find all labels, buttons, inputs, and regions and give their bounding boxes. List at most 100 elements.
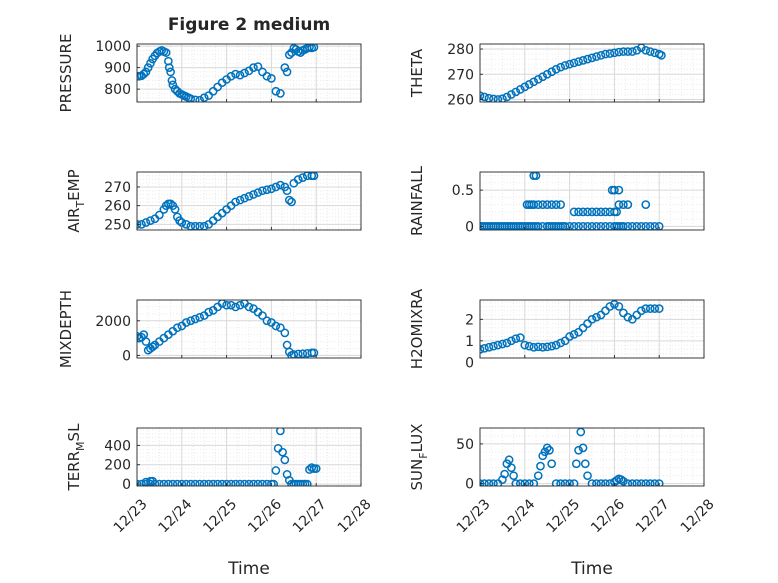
data-series: [137, 172, 319, 230]
y-axis-label: AIRTEMP: [65, 169, 87, 232]
data-point: [166, 67, 175, 77]
data-point: [538, 200, 548, 209]
data-point: [569, 58, 579, 68]
data-point: [231, 479, 240, 486]
data-point: [293, 175, 303, 184]
data-point: [489, 94, 498, 102]
data-point: [168, 479, 178, 486]
data-point: [143, 63, 153, 72]
data-point: [222, 479, 231, 486]
data-point: [551, 479, 561, 486]
data-point: [168, 80, 178, 90]
data-point: [616, 475, 626, 484]
data-point: [204, 307, 214, 317]
data-point: [596, 479, 606, 486]
y-axis-label: MIXDEPTH: [57, 290, 75, 368]
data-point: [601, 207, 610, 217]
data-point: [282, 67, 292, 77]
data-point: [267, 184, 276, 194]
y-tick-label: 0: [465, 355, 474, 371]
data-point: [587, 314, 597, 324]
data-point: [493, 340, 503, 350]
data-point: [170, 84, 180, 94]
y-tick-label: 2000: [95, 314, 131, 330]
data-point: [181, 220, 191, 229]
data-point: [627, 47, 637, 56]
data-point: [511, 334, 521, 344]
data-point: [311, 464, 321, 473]
data-point: [578, 207, 588, 217]
data-point: [507, 90, 516, 99]
data-point: [190, 95, 200, 102]
data-point: [511, 479, 521, 486]
data-point: [574, 207, 583, 217]
data-point: [278, 447, 287, 457]
data-point: [146, 58, 155, 68]
data-point: [654, 479, 664, 486]
data-point: [542, 69, 552, 79]
data-point: [560, 336, 570, 346]
data-point: [596, 50, 606, 60]
axes-frame: [479, 43, 705, 103]
data-point: [547, 341, 557, 351]
data-point: [650, 304, 660, 313]
data-point: [213, 479, 222, 486]
data-point: [271, 182, 281, 192]
data-point: [587, 207, 597, 217]
data-point: [284, 195, 294, 205]
axes-frame: [136, 43, 362, 103]
data-point: [571, 459, 581, 469]
data-point: [583, 54, 592, 64]
data-point: [551, 64, 561, 74]
data-point: [231, 302, 240, 312]
data-point: [137, 479, 142, 486]
data-point: [636, 479, 646, 486]
data-point: [195, 95, 205, 102]
data-point: [569, 330, 579, 339]
data-point: [565, 332, 574, 341]
y-tick-label: 280: [447, 42, 474, 58]
data-series: [480, 428, 664, 486]
x-tick-label: 12/27: [633, 496, 673, 536]
data-point: [601, 49, 610, 59]
data-point: [583, 471, 592, 481]
data-point: [195, 312, 205, 322]
subplot-8: 12/23 12/24 12/25 12/26 12/27 12/28 0 50 SUNFLUX…: [408, 424, 718, 579]
data-point: [489, 479, 498, 486]
data-point: [504, 455, 514, 465]
data-point: [596, 310, 606, 320]
data-point: [282, 186, 292, 196]
x-axis-label: Time: [570, 559, 613, 579]
data-point: [533, 471, 543, 481]
x-axis-label: Time: [227, 559, 270, 579]
data-point: [271, 321, 281, 331]
data-point: [623, 47, 633, 56]
data-point: [155, 210, 164, 220]
data-point: [244, 191, 254, 201]
data-point: [587, 53, 597, 63]
data-point: [164, 479, 173, 486]
data-point: [574, 57, 583, 67]
data-point: [217, 479, 227, 486]
data-point: [515, 479, 525, 486]
data-point: [287, 197, 296, 207]
data-point: [253, 479, 263, 486]
data-point: [258, 479, 267, 486]
data-point: [280, 455, 290, 465]
data-point: [538, 72, 548, 82]
x-tick-label: 12/27: [290, 496, 330, 536]
data-point: [208, 86, 218, 96]
data-point: [267, 74, 276, 83]
data-point: [137, 220, 142, 229]
data-point: [556, 200, 565, 209]
data-point: [181, 318, 191, 327]
data-point: [137, 332, 146, 342]
data-point: [533, 74, 543, 84]
data-point: [280, 63, 290, 72]
data-point: [587, 479, 597, 486]
data-point: [271, 466, 281, 475]
data-point: [148, 342, 158, 352]
data-point: [533, 342, 543, 352]
x-tick-label: 12/25: [200, 496, 240, 536]
data-point: [302, 479, 312, 486]
